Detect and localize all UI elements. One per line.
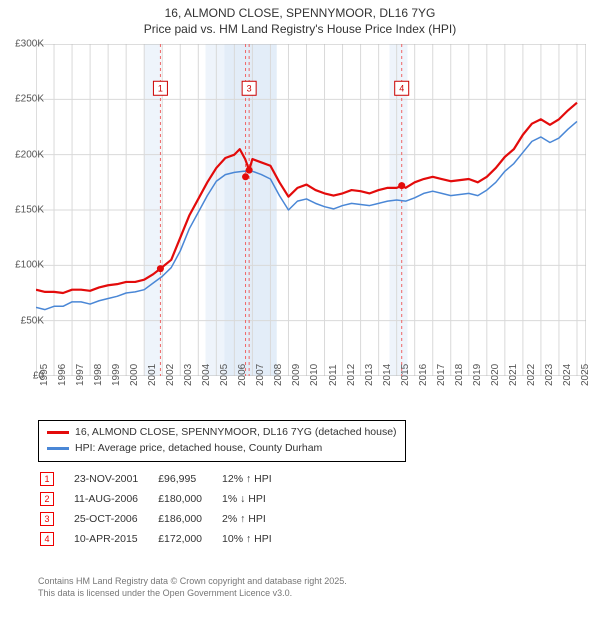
y-tick-label: £250K (0, 94, 44, 105)
legend-item: HPI: Average price, detached house, Coun… (47, 441, 397, 457)
sale-price: £96,995 (158, 470, 220, 488)
x-tick-label: 2025 (580, 364, 591, 386)
x-tick-label: 2009 (291, 364, 302, 386)
legend-swatch (47, 447, 69, 450)
x-tick-label: 2010 (309, 364, 320, 386)
x-tick-label: 2002 (165, 364, 176, 386)
x-tick-label: 2013 (364, 364, 375, 386)
svg-text:1: 1 (158, 83, 163, 93)
x-tick-label: 2022 (526, 364, 537, 386)
chart-title: 16, ALMOND CLOSE, SPENNYMOOR, DL16 7YG P… (0, 0, 600, 37)
legend: 16, ALMOND CLOSE, SPENNYMOOR, DL16 7YG (… (38, 420, 406, 462)
table-row: 2 11-AUG-2006£180,0001% ↓ HPI (40, 490, 290, 508)
x-tick-label: 1999 (111, 364, 122, 386)
hpi-chart: 16, ALMOND CLOSE, SPENNYMOOR, DL16 7YG P… (0, 0, 600, 620)
footer-line2: This data is licensed under the Open Gov… (38, 588, 578, 600)
x-tick-label: 2004 (201, 364, 212, 386)
y-tick-label: £150K (0, 205, 44, 216)
x-tick-label: 2018 (454, 364, 465, 386)
legend-label: 16, ALMOND CLOSE, SPENNYMOOR, DL16 7YG (… (75, 425, 397, 441)
x-tick-label: 2000 (129, 364, 140, 386)
x-tick-label: 2003 (183, 364, 194, 386)
sales-table: 1 23-NOV-2001£96,99512% ↑ HPI 2 11-AUG-2006… (38, 468, 292, 550)
x-tick-label: 2015 (400, 364, 411, 386)
x-tick-label: 2023 (544, 364, 555, 386)
y-tick-label: £100K (0, 260, 44, 271)
x-tick-label: 2001 (147, 364, 158, 386)
sale-marker-icon: 3 (40, 512, 54, 526)
svg-text:3: 3 (247, 83, 252, 93)
x-tick-label: 2008 (273, 364, 284, 386)
y-tick-label: £300K (0, 39, 44, 50)
plot-area: 1 3 4 (36, 44, 586, 376)
sale-delta: 12% ↑ HPI (222, 470, 290, 488)
sale-price: £172,000 (158, 530, 220, 548)
table-row: 4 10-APR-2015£172,00010% ↑ HPI (40, 530, 290, 548)
plot-svg: 1 3 4 (36, 44, 586, 376)
x-tick-label: 2005 (219, 364, 230, 386)
x-tick-label: 2020 (490, 364, 501, 386)
attribution: Contains HM Land Registry data © Crown c… (38, 576, 578, 599)
sale-date: 25-OCT-2006 (74, 510, 156, 528)
sale-price: £186,000 (158, 510, 220, 528)
legend-item: 16, ALMOND CLOSE, SPENNYMOOR, DL16 7YG (… (47, 425, 397, 441)
x-tick-label: 1995 (39, 364, 50, 386)
x-tick-label: 2006 (237, 364, 248, 386)
y-tick-label: £50K (0, 315, 44, 326)
x-tick-label: 1998 (93, 364, 104, 386)
title-line1: 16, ALMOND CLOSE, SPENNYMOOR, DL16 7YG (0, 6, 600, 22)
y-tick-label: £200K (0, 149, 44, 160)
table-row: 1 23-NOV-2001£96,99512% ↑ HPI (40, 470, 290, 488)
footer-line1: Contains HM Land Registry data © Crown c… (38, 576, 578, 588)
x-tick-label: 1997 (75, 364, 86, 386)
sale-delta: 2% ↑ HPI (222, 510, 290, 528)
sale-date: 23-NOV-2001 (74, 470, 156, 488)
x-tick-label: 2016 (418, 364, 429, 386)
legend-label: HPI: Average price, detached house, Coun… (75, 441, 322, 457)
sale-date: 10-APR-2015 (74, 530, 156, 548)
sale-marker-icon: 4 (40, 532, 54, 546)
sale-marker-icon: 1 (40, 472, 54, 486)
y-tick-label: £0 (0, 371, 44, 382)
sale-date: 11-AUG-2006 (74, 490, 156, 508)
x-tick-label: 2019 (472, 364, 483, 386)
sale-delta: 1% ↓ HPI (222, 490, 290, 508)
svg-text:4: 4 (399, 83, 404, 93)
x-tick-label: 2014 (382, 364, 393, 386)
title-line2: Price paid vs. HM Land Registry's House … (0, 22, 600, 38)
x-tick-label: 2024 (562, 364, 573, 386)
x-tick-label: 2017 (436, 364, 447, 386)
x-tick-label: 2011 (328, 364, 339, 386)
sale-delta: 10% ↑ HPI (222, 530, 290, 548)
table-row: 3 25-OCT-2006£186,0002% ↑ HPI (40, 510, 290, 528)
x-tick-label: 2021 (508, 364, 519, 386)
x-tick-label: 2012 (346, 364, 357, 386)
legend-swatch (47, 431, 69, 434)
sale-marker-icon: 2 (40, 492, 54, 506)
x-tick-label: 2007 (255, 364, 266, 386)
x-tick-label: 1996 (57, 364, 68, 386)
sale-price: £180,000 (158, 490, 220, 508)
